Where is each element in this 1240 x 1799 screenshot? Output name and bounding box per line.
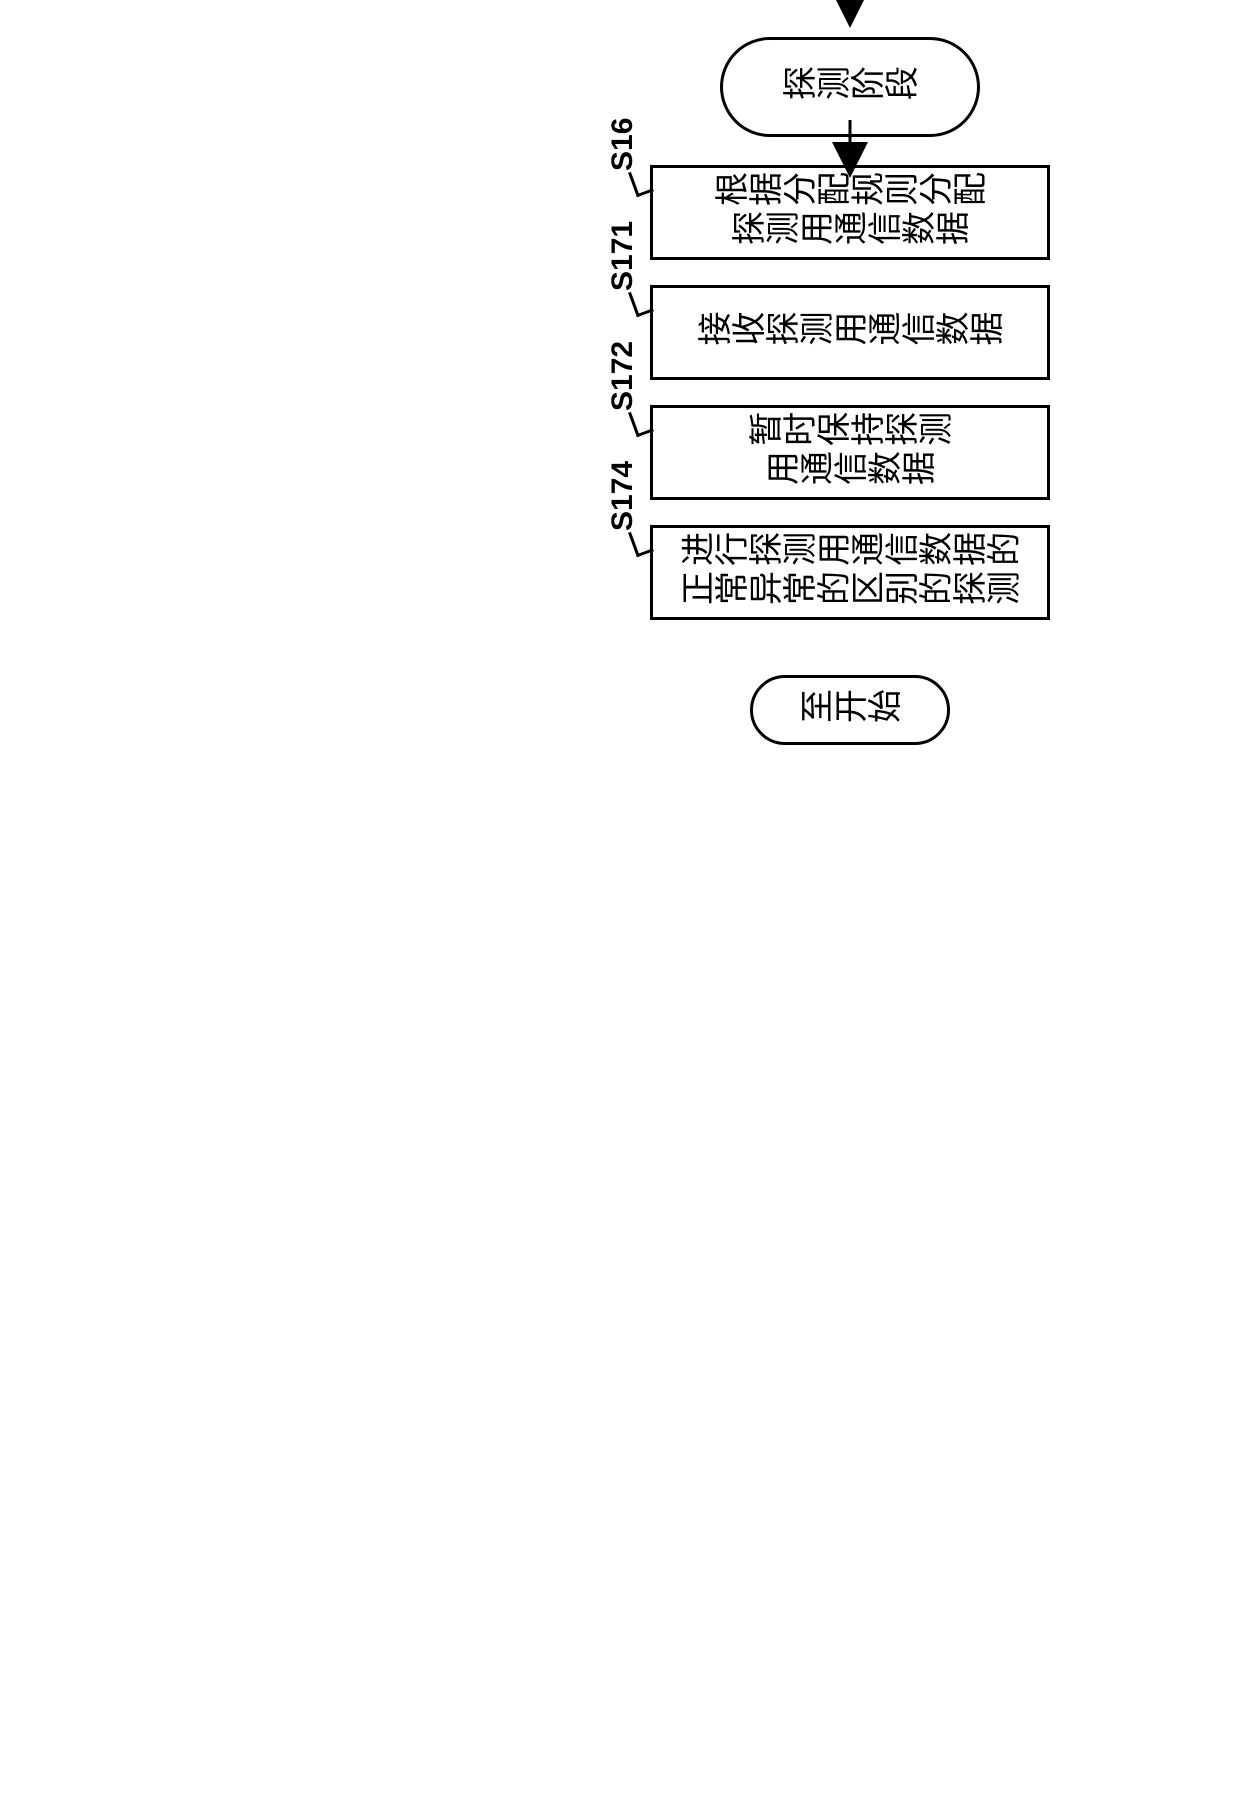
- process-s172d: 暂时保持探测 用通信数据: [650, 405, 1050, 500]
- process-s171d: 接收探测用通信数据: [650, 285, 1050, 380]
- step-label-s172d: S172: [606, 341, 640, 411]
- step-label-s174: S174: [606, 461, 640, 531]
- terminator-branch_d: 探测阶段: [720, 37, 980, 137]
- process-s174: 进行探测用通信数据的 正常异常的区别的探测: [650, 525, 1050, 620]
- process-s16d: 根据分配规则分配 探测用通信数据: [650, 165, 1050, 260]
- step-label-s171d: S171: [606, 221, 640, 291]
- terminator-end_d: 至开始: [750, 675, 950, 745]
- step-label-s16d: S16: [606, 118, 640, 171]
